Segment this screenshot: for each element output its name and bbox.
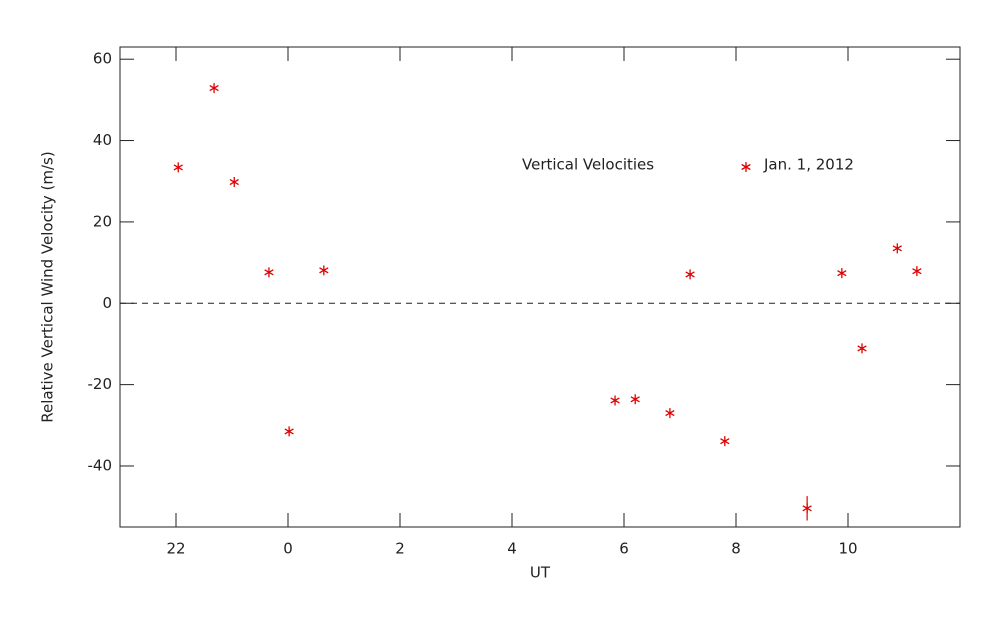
y-tick-label: 0 [102,294,112,312]
x-tick-label: 22 [166,540,185,558]
x-tick-label: 6 [619,540,629,558]
point [209,83,219,94]
point [264,267,274,278]
x-tick-label: 10 [838,540,857,558]
point [665,408,675,419]
point [720,436,730,447]
point [229,177,239,188]
x-tick-label: 4 [507,540,517,558]
point [284,426,294,437]
point [912,266,922,277]
legend-marker [741,162,751,172]
point [610,395,620,406]
y-tick-label: -40 [88,456,113,474]
point [319,265,329,276]
y-tick-label: 40 [93,131,112,149]
y-axis-label: Relative Vertical Wind Velocity (m/s) [39,151,57,422]
plot-frame [119,46,961,528]
x-tick-label: 0 [283,540,293,558]
point [630,394,640,405]
point [802,503,812,514]
y-tick-label: -20 [88,375,113,393]
y-tick-label: 60 [93,50,112,68]
y-tick-label: 20 [93,212,112,230]
point [173,162,183,173]
point [857,343,867,354]
point [892,243,902,254]
point [685,269,695,280]
x-tick-label: 2 [395,540,405,558]
legend-label: Jan. 1, 2012 [763,156,854,174]
point [837,268,847,279]
x-axis-label: UT [530,564,551,582]
legend-title: Vertical Velocities [522,156,654,174]
x-tick-label: 8 [731,540,741,558]
